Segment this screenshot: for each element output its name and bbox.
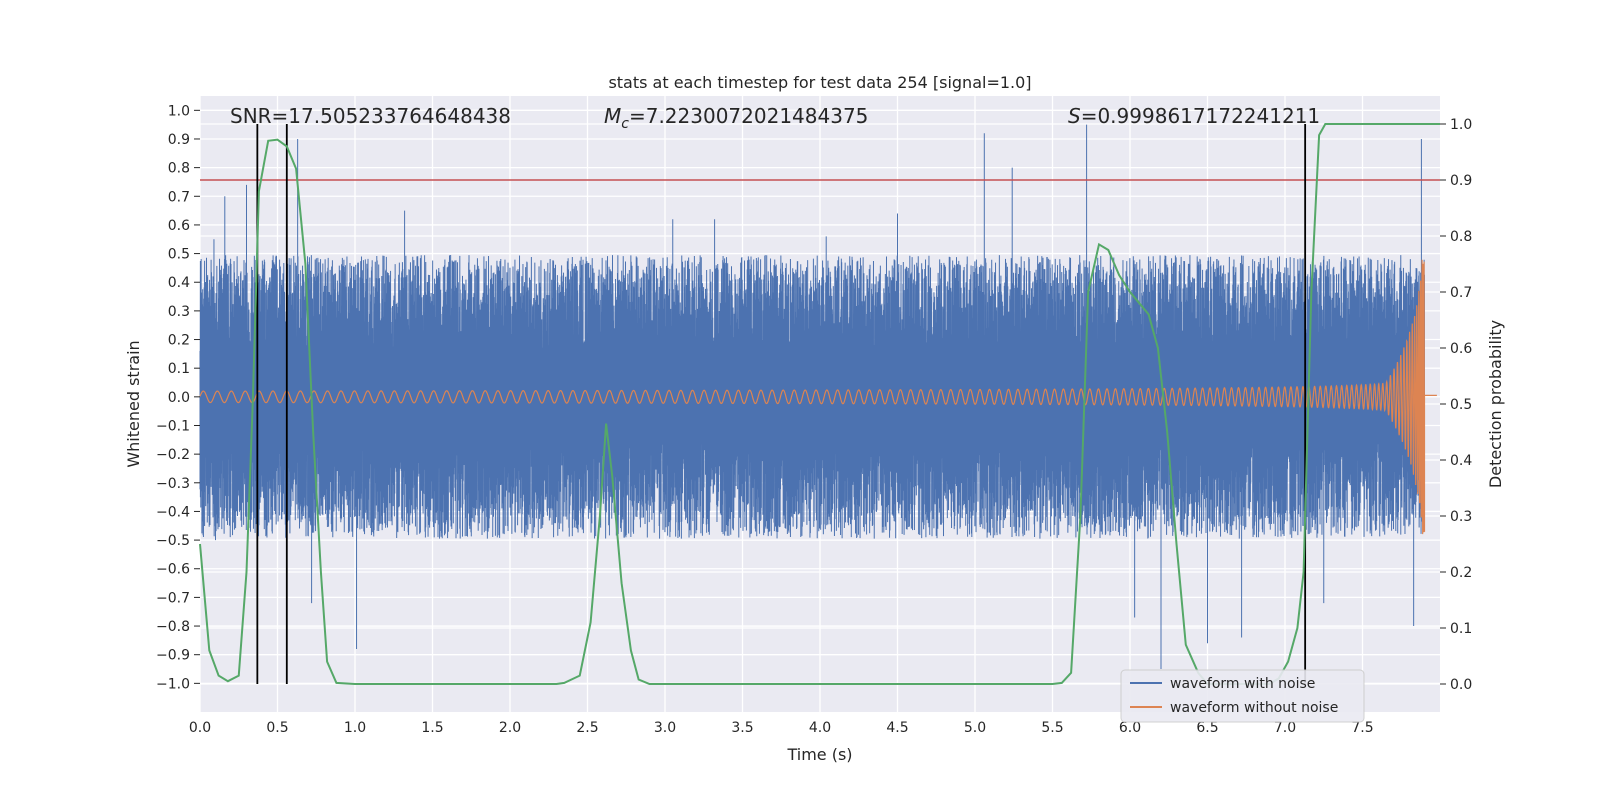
axes: 0.0 0.5 1.0 1.5 2.0 2.5 3.0 3.5 4.0 4.5 5.0 5.5 6.0 6…	[156, 103, 1472, 736]
y2-tick-label: 0.9	[1450, 173, 1472, 189]
legend-label-noise: waveform with noise	[1170, 676, 1315, 692]
mc-subscript: c	[621, 116, 629, 132]
y-tick-label: −0.7	[156, 590, 190, 606]
y-tick-label: 0.1	[168, 361, 190, 377]
y-tick-label: −0.2	[156, 447, 190, 463]
y2-axis-label: Detection probability	[1486, 320, 1505, 488]
y-tick-label: 0.0	[168, 390, 190, 406]
snr-annotation: SNR=17.505233764648438	[230, 104, 511, 128]
x-tick-label: 4.5	[886, 720, 908, 736]
y-tick-label: 0.3	[168, 304, 190, 320]
x-tick-label: 6.5	[1196, 720, 1218, 736]
mc-value: =7.2230072021484375	[629, 104, 868, 128]
y-tick-label: −0.3	[156, 476, 190, 492]
x-tick-label: 1.0	[344, 720, 366, 736]
y2-tick-label: 0.0	[1450, 677, 1472, 693]
x-tick-label: 2.0	[499, 720, 521, 736]
y-tick-label: −1.0	[156, 676, 190, 692]
x-tick-label: 0.0	[189, 720, 211, 736]
y-tick-label: 0.2	[168, 333, 190, 349]
y2-tick-label: 0.7	[1450, 285, 1472, 301]
x-tick-label: 2.5	[576, 720, 598, 736]
legend: waveform with noise waveform without noi…	[1120, 669, 1365, 723]
s-symbol: S	[1068, 104, 1081, 128]
y2-tick-label: 0.4	[1450, 453, 1472, 469]
y-tick-label: −0.9	[156, 648, 190, 664]
x-tick-label: 4.0	[809, 720, 831, 736]
x-tick-label: 6.0	[1119, 720, 1141, 736]
legend-label-clean: waveform without noise	[1170, 700, 1338, 716]
x-tick-label: 0.5	[266, 720, 288, 736]
y-tick-label: −0.4	[156, 504, 190, 520]
mc-annotation: Mc=7.2230072021484375	[604, 104, 868, 132]
x-tick-label: 3.5	[731, 720, 753, 736]
s-value: =0.9998617172241211	[1081, 104, 1320, 128]
y-tick-label: 0.6	[168, 218, 190, 234]
y2-tick-label: 0.1	[1450, 621, 1472, 637]
mc-symbol: M	[604, 104, 621, 128]
x-tick-label: 5.5	[1041, 720, 1063, 736]
y-tick-label: 0.4	[168, 275, 190, 291]
series-waveform-with-noise	[199, 124, 1425, 670]
y2-tick-label: 0.8	[1450, 229, 1472, 245]
s-annotation: S=0.9998617172241211	[1068, 104, 1320, 128]
y2-tick-label: 0.3	[1450, 509, 1472, 525]
x-axis-label: Time (s)	[786, 745, 852, 764]
chirp-trace	[199, 259, 1437, 535]
y2-tick-label: 1.0	[1450, 117, 1472, 133]
y-tick-label: 0.8	[168, 161, 190, 177]
x-tick-label: 1.5	[421, 720, 443, 736]
x-tick-label: 3.0	[654, 720, 676, 736]
series-waveform-without-noise	[199, 259, 1437, 535]
x-tick-label: 7.5	[1351, 720, 1373, 736]
y-tick-label: 0.5	[168, 247, 190, 263]
y2-tick-label: 0.5	[1450, 397, 1472, 413]
x-tick-label: 7.0	[1274, 720, 1296, 736]
x-tick-label: 5.0	[964, 720, 986, 736]
noise-trace	[199, 124, 1425, 670]
y-tick-label: 0.9	[168, 132, 190, 148]
y-tick-label: 0.7	[168, 189, 190, 205]
legend-box	[1120, 669, 1365, 723]
y2-tick-label: 0.2	[1450, 565, 1472, 581]
y-axis-label: Whitened strain	[124, 340, 143, 467]
y2-tick-label: 0.6	[1450, 341, 1472, 357]
y-tick-label: 1.0	[168, 103, 190, 119]
y-tick-label: −0.8	[156, 619, 190, 635]
chart-title: stats at each timestep for test data 254…	[608, 73, 1031, 92]
y-tick-label: −0.1	[156, 418, 190, 434]
y-tick-label: −0.6	[156, 562, 190, 578]
y-tick-label: −0.5	[156, 533, 190, 549]
